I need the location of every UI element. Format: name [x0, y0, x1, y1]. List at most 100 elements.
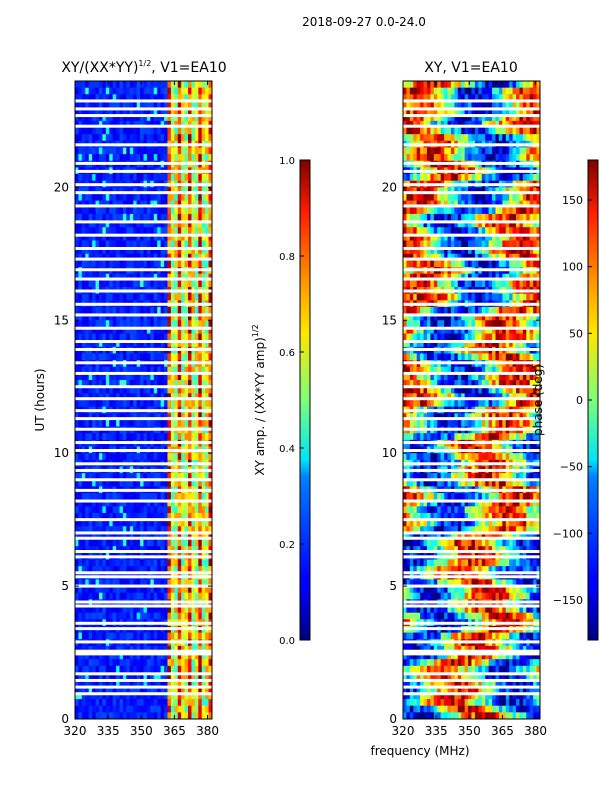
- heatmap-cell: [177, 154, 182, 162]
- heatmap-cell: [184, 87, 189, 95]
- heatmap-cell: [143, 473, 148, 481]
- heatmap-cell: [413, 87, 418, 95]
- heatmap-cell: [129, 679, 134, 687]
- heatmap-cell: [75, 87, 79, 95]
- heatmap-cell: [92, 273, 96, 281]
- heatmap-cell: [116, 87, 120, 95]
- heatmap-cell: [78, 233, 83, 241]
- heatmap-cell: [485, 127, 490, 135]
- heatmap-cell: [471, 227, 476, 235]
- heatmap-cell: [153, 313, 158, 321]
- heatmap-cell: [95, 87, 100, 95]
- heatmap-cell: [143, 306, 148, 315]
- heatmap-cell: [95, 506, 100, 514]
- heatmap-cell: [191, 313, 196, 321]
- heatmap-cell: [188, 340, 192, 348]
- heatmap-cell: [129, 393, 134, 401]
- heatmap-cell: [447, 127, 452, 135]
- heatmap-cell: [88, 366, 93, 374]
- heatmap-cell: [526, 120, 531, 128]
- heatmap-cell: [78, 273, 83, 281]
- heatmap-cell: [423, 107, 428, 115]
- heatmap-cell: [98, 632, 103, 640]
- heatmap-cell: [416, 154, 421, 162]
- heatmap-cell: [126, 174, 131, 182]
- heatmap-cell: [105, 632, 110, 640]
- heatmap-cell: [188, 493, 192, 501]
- heatmap-cell: [146, 659, 151, 667]
- heatmap-cell: [502, 154, 507, 162]
- heatmap-cell: [157, 100, 162, 108]
- heatmap-cell: [85, 512, 90, 521]
- heatmap-cell: [119, 87, 124, 95]
- heatmap-cell: [75, 147, 79, 155]
- heatmap-cell: [170, 473, 175, 481]
- heatmap-cell: [157, 586, 162, 594]
- heatmap-cell: [85, 433, 90, 441]
- heatmap-cell: [81, 632, 86, 640]
- heatmap-cell: [105, 213, 110, 221]
- amplitude-colorbar-fill: [299, 159, 311, 641]
- heatmap-cell: [102, 81, 107, 89]
- heatmap-cell: [174, 240, 179, 248]
- heatmap-cell: [136, 313, 141, 321]
- heatmap-cell: [170, 340, 175, 348]
- heatmap-cell: [112, 393, 117, 401]
- heatmap-cell: [440, 193, 445, 202]
- heatmap-cell: [184, 692, 189, 700]
- heatmap-cell: [174, 665, 179, 673]
- heatmap-cell: [136, 665, 141, 673]
- heatmap-cell: [164, 506, 168, 514]
- heatmap-cell: [105, 320, 110, 328]
- heatmap-cell: [153, 220, 158, 228]
- heatmap-cell: [75, 453, 79, 461]
- heatmap-cell: [205, 220, 209, 228]
- heatmap-cell: [105, 366, 110, 374]
- heatmap-cell: [140, 453, 144, 461]
- heatmap-cell: [119, 293, 124, 301]
- heatmap-cell: [85, 253, 90, 261]
- heatmap-cell: [112, 87, 117, 95]
- heatmap-cell: [98, 147, 103, 155]
- heatmap-cell: [109, 606, 114, 614]
- flagged-time-row: [75, 371, 212, 375]
- heatmap-cell: [95, 200, 100, 208]
- heatmap-cell: [85, 280, 90, 288]
- heatmap-cell: [177, 81, 182, 89]
- heatmap-cell: [88, 479, 93, 487]
- heatmap-cell: [188, 433, 192, 441]
- heatmap-cell: [75, 672, 79, 680]
- heatmap-cell: [78, 539, 83, 547]
- heatmap-cell: [105, 512, 110, 521]
- heatmap-cell: [509, 174, 513, 182]
- heatmap-cell: [143, 100, 148, 108]
- heatmap-cell: [409, 207, 414, 215]
- heatmap-cell: [136, 100, 141, 108]
- heatmap-cell: [92, 107, 96, 115]
- heatmap-cell: [153, 413, 158, 421]
- heatmap-cell: [191, 193, 196, 202]
- heatmap-cell: [177, 373, 182, 381]
- heatmap-cell: [116, 147, 120, 155]
- heatmap-cell: [112, 273, 117, 281]
- heatmap-cell: [160, 532, 165, 540]
- heatmap-cell: [440, 200, 445, 208]
- heatmap-cell: [420, 87, 424, 95]
- heatmap-cell: [509, 114, 513, 122]
- heatmap-cell: [205, 193, 209, 202]
- heatmap-cell: [191, 413, 196, 421]
- heatmap-cell: [143, 506, 148, 514]
- heatmap-cell: [85, 692, 90, 700]
- heatmap-cell: [88, 386, 93, 394]
- heatmap-cell: [177, 340, 182, 348]
- heatmap-cell: [409, 127, 414, 135]
- heatmap-cell: [406, 253, 411, 261]
- heatmap-cell: [105, 154, 110, 162]
- heatmap-cell: [133, 632, 138, 640]
- heatmap-cell: [205, 413, 209, 421]
- heatmap-cell: [109, 473, 114, 481]
- heatmap-cell: [170, 532, 175, 540]
- heatmap-cell: [188, 453, 192, 461]
- heatmap-cell: [177, 380, 182, 388]
- heatmap-cell: [177, 479, 182, 487]
